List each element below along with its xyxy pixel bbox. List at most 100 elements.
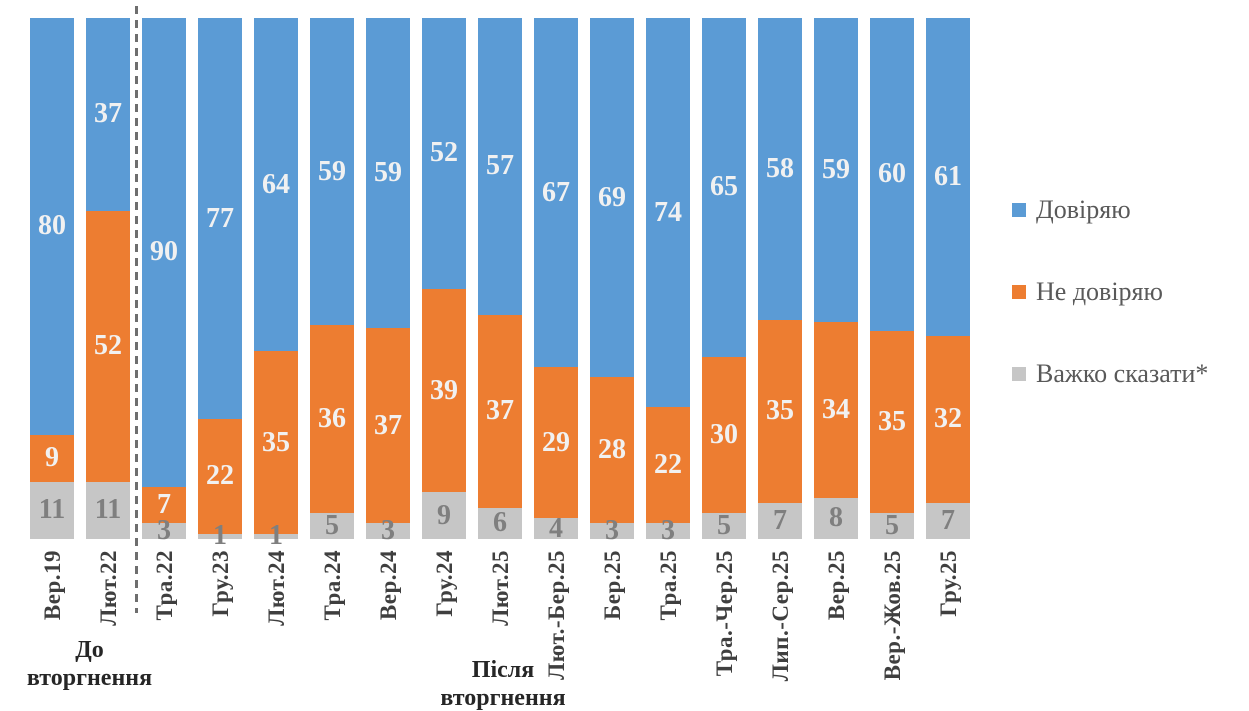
legend-entry: Важко сказати* <box>1012 356 1208 392</box>
bar-value-label: 3 <box>381 515 395 547</box>
legend-label: Важко сказати* <box>1036 359 1209 388</box>
bar: 69 28 3 <box>590 18 634 545</box>
bar-slot: 80 9 11 <box>24 18 80 539</box>
bar-slot: 59 34 8 <box>808 18 864 539</box>
bar-segment: 52 <box>422 18 466 289</box>
bar-value-label: 11 <box>94 494 122 526</box>
bar-segment: 32 <box>926 335 970 503</box>
bar-segment: 37 <box>478 314 522 508</box>
bar-slot: 58 35 7 <box>752 18 808 539</box>
bar-slot: 52 39 9 <box>416 18 472 539</box>
annotation-after-line2: вторгнення <box>440 685 566 711</box>
bar-segment: 59 <box>310 18 354 326</box>
legend-swatch-icon <box>1012 367 1026 381</box>
bar-segment: 37 <box>366 328 410 524</box>
bar: 64 35 1 <box>254 18 298 550</box>
bar-value-label: 37 <box>374 409 402 441</box>
bar-slot: 59 37 3 <box>360 18 416 545</box>
bar-segment: 35 <box>870 330 914 513</box>
x-axis-label: Вер.19 <box>39 550 65 621</box>
bar-segment: 6 <box>478 507 522 539</box>
bar-value-label: 77 <box>206 202 234 234</box>
bar: 80 9 11 <box>30 18 74 539</box>
legend-label: Довіряю <box>1036 195 1131 224</box>
bar-value-label: 11 <box>38 494 66 526</box>
bar-value-label: 90 <box>150 236 178 268</box>
x-axis-label: Вер.24 <box>375 550 401 621</box>
bar-value-label: 5 <box>885 509 899 541</box>
bar-value-label: 30 <box>710 418 738 450</box>
bar-segment: 1 <box>198 522 242 550</box>
annotation-before-line1: До <box>75 637 104 663</box>
bar-segment: 90 <box>142 18 186 487</box>
bar-value-label: 22 <box>206 460 234 492</box>
bar-value-label: 52 <box>430 137 458 169</box>
x-axis-label: Лют.25 <box>487 550 513 626</box>
bar-segment: 11 <box>30 481 74 539</box>
bar-value-label: 69 <box>598 181 626 213</box>
bar-value-label: 1 <box>213 520 227 552</box>
bar-segment: 3 <box>142 517 186 545</box>
bar: 59 36 5 <box>310 18 354 539</box>
bar-value-label: 7 <box>157 489 171 521</box>
bar-segment: 9 <box>30 434 74 482</box>
x-axis-label-slot: Гру.25 <box>920 550 976 700</box>
bar-value-label: 37 <box>94 98 122 130</box>
bar-segment: 69 <box>590 18 634 378</box>
bar-segment: 61 <box>926 18 970 336</box>
plot-area: 80 9 11 37 52 11 90 7 3 77 22 1 64 35 1 59 36 5 59 37 3 52 39 9… <box>24 18 976 550</box>
bar-slot: 67 29 4 <box>528 18 584 542</box>
bar-segment: 4 <box>534 514 578 542</box>
bar-segment: 7 <box>926 502 970 539</box>
bar-value-label: 7 <box>773 504 787 536</box>
bar-slot: 59 36 5 <box>304 18 360 539</box>
bar-value-label: 3 <box>661 515 675 547</box>
bar: 57 37 6 <box>478 18 522 539</box>
x-axis-label-slot: Вер.25 <box>808 550 864 700</box>
legend-label: Не довіряю <box>1036 277 1163 306</box>
x-axis-label: Гру.23 <box>207 550 233 617</box>
bar-value-label: 3 <box>157 515 171 547</box>
bar-segment: 11 <box>86 481 130 539</box>
bar-segment: 3 <box>366 517 410 545</box>
bar-value-label: 34 <box>822 394 850 426</box>
x-axis-label-slot: Тра.-Чер.25 <box>696 550 752 700</box>
bar-segment: 59 <box>814 18 858 323</box>
bar-segment: 59 <box>366 18 410 329</box>
legend-entry: Довіряю <box>1012 192 1208 228</box>
bar: 52 39 9 <box>422 18 466 539</box>
bar-slot: 90 7 3 <box>136 18 192 545</box>
bar-segment: 58 <box>758 18 802 321</box>
x-axis-label: Бер.25 <box>599 550 625 620</box>
bar-value-label: 58 <box>766 153 794 185</box>
bar-segment: 3 <box>590 517 634 545</box>
bar-value-label: 5 <box>325 509 339 541</box>
x-axis-label: Тра.25 <box>655 550 681 621</box>
bar-value-label: 57 <box>486 150 514 182</box>
bar-value-label: 80 <box>38 210 66 242</box>
bar-segment: 35 <box>254 351 298 534</box>
bar-value-label: 22 <box>654 449 682 481</box>
bar: 74 22 3 <box>646 18 690 545</box>
bar-segment: 5 <box>310 509 354 541</box>
bar-value-label: 9 <box>437 499 451 531</box>
bar-value-label: 65 <box>710 171 738 203</box>
bar-value-label: 28 <box>598 434 626 466</box>
x-axis-label: Лип.-Сер.25 <box>767 550 793 682</box>
bar-segment: 60 <box>870 18 914 331</box>
bar-segment: 22 <box>198 419 242 534</box>
bar-slot: 77 22 1 <box>192 18 248 550</box>
bar-segment: 57 <box>478 18 522 315</box>
invasion-divider-line <box>135 6 138 613</box>
bar-segment: 5 <box>702 511 746 539</box>
bar-segment: 36 <box>310 325 354 513</box>
bar-slot: 57 37 6 <box>472 18 528 539</box>
bar-segment: 74 <box>646 18 690 408</box>
bar-segment: 30 <box>702 356 746 513</box>
x-axis-label-slot: Лют.24 <box>248 550 304 700</box>
x-axis-label: Гру.25 <box>935 550 961 617</box>
bar-value-label: 3 <box>605 515 619 547</box>
bar-slot: 74 22 3 <box>640 18 696 545</box>
bar: 37 52 11 <box>86 18 130 539</box>
